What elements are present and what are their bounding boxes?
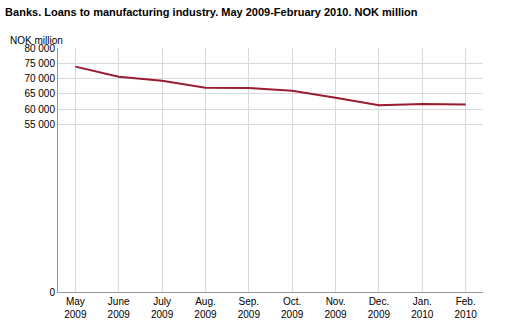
svg-text:65 000: 65 000 [24,88,55,99]
svg-text:80 000: 80 000 [24,43,55,54]
svg-text:75 000: 75 000 [24,58,55,69]
svg-text:NOK million: NOK million [10,35,63,46]
svg-text:55 000: 55 000 [24,119,55,130]
svg-text:0: 0 [49,287,55,298]
svg-text:Dec.2009: Dec.2009 [368,296,391,320]
svg-text:Nov.2009: Nov.2009 [324,296,347,320]
svg-text:60 000: 60 000 [24,104,55,115]
svg-text:70 000: 70 000 [24,73,55,84]
svg-text:Aug.2009: Aug.2009 [194,296,217,320]
svg-text:June2009: June2009 [108,296,131,320]
svg-text:May2009: May2009 [64,296,87,320]
svg-text:Banks. Loans to manufacturing: Banks. Loans to manufacturing industry. … [5,6,418,18]
svg-text:Sep.2009: Sep.2009 [238,296,261,320]
svg-text:Feb.2010: Feb.2010 [455,296,478,320]
svg-text:Jan.2010: Jan.2010 [411,296,434,320]
svg-text:Oct.2009: Oct.2009 [281,296,304,320]
svg-text:July2009: July2009 [151,296,174,320]
